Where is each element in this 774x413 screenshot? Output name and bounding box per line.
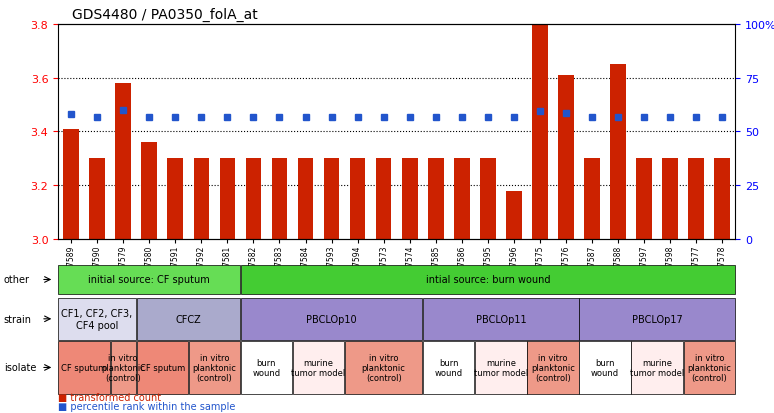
- Bar: [245, 159, 262, 240]
- Text: in vitro
planktonic
(control): in vitro planktonic (control): [361, 353, 406, 382]
- Text: other: other: [4, 275, 30, 285]
- Bar: [350, 159, 365, 240]
- Text: GDS4480 / PA0350_folA_at: GDS4480 / PA0350_folA_at: [71, 8, 257, 22]
- Text: in vitro
planktonic
(control): in vitro planktonic (control): [193, 353, 236, 382]
- Bar: [636, 159, 652, 240]
- Text: in vitro
planktonic
(control): in vitro planktonic (control): [531, 353, 575, 382]
- Bar: [533, 22, 548, 240]
- Text: CF sputum: CF sputum: [139, 363, 185, 372]
- Bar: [714, 159, 730, 240]
- Bar: [610, 65, 626, 240]
- Text: murine
tumor model: murine tumor model: [291, 358, 346, 377]
- Text: in vitro
planktonic
(control): in vitro planktonic (control): [687, 353, 731, 382]
- Text: murine
tumor model: murine tumor model: [474, 358, 528, 377]
- Bar: [272, 159, 287, 240]
- Text: strain: strain: [4, 314, 32, 324]
- Bar: [142, 143, 157, 240]
- Bar: [688, 159, 704, 240]
- Bar: [506, 191, 522, 240]
- Text: isolate: isolate: [4, 363, 36, 373]
- Text: ■ percentile rank within the sample: ■ percentile rank within the sample: [58, 401, 235, 411]
- Bar: [663, 159, 678, 240]
- Text: initial source: CF sputum: initial source: CF sputum: [88, 275, 210, 285]
- Bar: [402, 159, 417, 240]
- Bar: [194, 159, 209, 240]
- Bar: [89, 159, 105, 240]
- Bar: [376, 159, 392, 240]
- Text: intial source: burn wound: intial source: burn wound: [426, 275, 550, 285]
- Bar: [558, 76, 574, 240]
- Bar: [63, 129, 79, 240]
- Text: CF sputum: CF sputum: [61, 363, 107, 372]
- Text: CFCZ: CFCZ: [176, 314, 201, 324]
- Text: burn
wound: burn wound: [591, 358, 619, 377]
- Bar: [220, 159, 235, 240]
- Text: PBCLOp10: PBCLOp10: [307, 314, 357, 324]
- Text: PBCLOp17: PBCLOp17: [632, 314, 683, 324]
- Text: PBCLOp11: PBCLOp11: [475, 314, 526, 324]
- Text: CF1, CF2, CF3,
CF4 pool: CF1, CF2, CF3, CF4 pool: [61, 308, 133, 330]
- Bar: [428, 159, 444, 240]
- Bar: [298, 159, 313, 240]
- Text: ■ transformed count: ■ transformed count: [58, 392, 161, 402]
- Text: burn
wound: burn wound: [252, 358, 280, 377]
- Text: in vitro
planktonic
(control): in vitro planktonic (control): [101, 353, 145, 382]
- Bar: [167, 159, 183, 240]
- Bar: [480, 159, 495, 240]
- Text: burn
wound: burn wound: [435, 358, 463, 377]
- Bar: [584, 159, 600, 240]
- Bar: [115, 84, 131, 240]
- Bar: [324, 159, 339, 240]
- Bar: [454, 159, 470, 240]
- Text: murine
tumor model: murine tumor model: [630, 358, 684, 377]
